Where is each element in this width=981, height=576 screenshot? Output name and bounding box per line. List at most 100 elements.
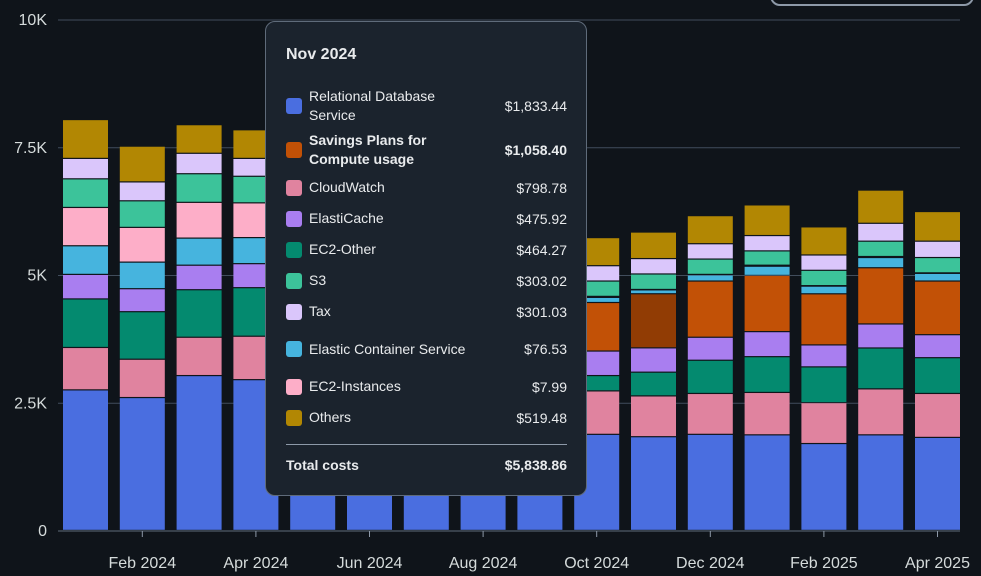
tooltip-row-label: EC2-Other [309,241,376,257]
bar-stack-nov-2024 [631,232,676,530]
legend-swatch [286,179,302,196]
tooltip-row-label: Others [309,409,352,425]
bar-segment [858,258,904,268]
bar-stack-dec-2024 [687,216,733,530]
bar-segment [63,348,108,390]
tooltip-row-left: EC2-Other [286,240,469,259]
y-tick-label: 7.5K [14,140,47,157]
bar-segment [176,265,222,290]
bar-segment [631,294,676,348]
tooltip-rows: Relational Database Service $1,833.44 Savi… [286,84,567,433]
y-tick-label: 5K [27,268,47,285]
bar-segment [915,241,960,257]
tooltip-row: CloudWatch $798.78 [286,172,567,203]
bar-segment [687,281,733,337]
bar-segment [176,337,222,375]
tooltip-title: Nov 2024 [286,46,357,63]
legend-swatch [286,378,302,395]
tooltip-row-left: EC2-Instances [286,377,469,396]
tooltip-row-label: EC2-Instances [309,378,401,394]
bar-segment [858,435,904,530]
tooltip-row-label: Tax [309,303,331,319]
tooltip-row: Savings Plans for Compute usage $1,058.40 [286,128,567,172]
bar-segment [744,236,790,251]
bar-segment [631,259,676,274]
bar-segment [63,299,108,347]
tooltip-row-value: $1,833.44 [504,98,567,114]
x-tick-label: Feb 2024 [108,555,176,572]
bar-segment [119,398,165,530]
tooltip-row-value: $303.02 [516,272,567,289]
bar-segment [176,174,222,202]
bar-segment [744,251,790,265]
tooltip-row-label: ElastiCache [309,210,384,226]
bar-segment [744,205,790,235]
tooltip-row-left: S3 [286,271,469,290]
bar-segment [858,241,904,256]
bar-segment [687,360,733,393]
bar-segment [687,216,733,244]
bar-segment [631,396,676,437]
tooltip-row-value: $1,058.40 [504,142,567,158]
bar-segment [631,348,676,372]
bar-stack-feb-2024 [119,146,165,530]
tooltip-row: Relational Database Service $1,833.44 [286,84,567,128]
bar-segment [744,357,790,392]
x-tick-label: Aug 2024 [449,555,518,572]
tooltip-row-left: Others [286,408,469,427]
x-tick-label: Dec 2024 [676,555,745,572]
bar-segment [744,266,790,275]
bar-segment [801,286,847,294]
tooltip-divider [286,444,567,445]
cost-tooltip: Nov 2024 Relational Database Service $1,8… [265,21,587,496]
bar-segment [915,258,960,273]
bar-segment [119,262,165,289]
bar-stack-feb-2025 [801,227,847,530]
bar-stack-mar-2024 [176,125,222,530]
tooltip-row-value: $301.03 [516,303,567,320]
bar-segment [915,273,960,281]
bar-segment [801,255,847,270]
bar-segment [744,393,790,435]
legend-swatch [286,241,302,258]
bar-stack-mar-2025 [858,190,904,530]
tooltip-row-left: CloudWatch [286,178,469,197]
bar-segment [63,246,108,274]
bar-segment [687,259,733,274]
bar-segment [801,403,847,443]
bar-stack-jan-2024 [63,120,108,530]
bar-segment [915,212,960,241]
bar-segment [119,182,165,201]
tooltip-row-value: $475.92 [516,210,567,227]
bar-segment [744,332,790,357]
bar-segment [801,367,847,403]
bar-segment [63,208,108,246]
bar-segment [631,290,676,294]
bar-segment [119,227,165,262]
bar-segment [631,372,676,396]
bar-segment [574,297,620,302]
x-tick-label: Oct 2024 [564,555,629,572]
bar-segment [63,158,108,179]
bar-segment [858,190,904,223]
tooltip-row-left: Savings Plans for Compute usage [286,131,469,169]
tooltip-row-left: Elastic Container Service [286,340,469,359]
legend-swatch [286,142,302,158]
bar-segment [119,289,165,312]
legend-swatch [286,409,302,426]
bar-segment [631,274,676,289]
x-tick-label: Apr 2025 [905,555,970,572]
bar-segment [744,435,790,530]
legend-swatch [286,341,302,357]
bar-segment [915,394,960,437]
total-label: Total costs [286,457,359,473]
tooltip-row: EC2-Other $464.27 [286,234,567,265]
y-tick-label: 2.5K [14,395,47,412]
x-tick-label: Jun 2024 [337,555,403,572]
tooltip-row-value: $7.99 [531,378,567,395]
bar-segment [801,227,847,255]
tooltip-row: Others $519.48 [286,402,567,433]
bar-segment [631,232,676,258]
x-tick-label: Apr 2024 [223,555,288,572]
bar-segment [176,125,222,153]
